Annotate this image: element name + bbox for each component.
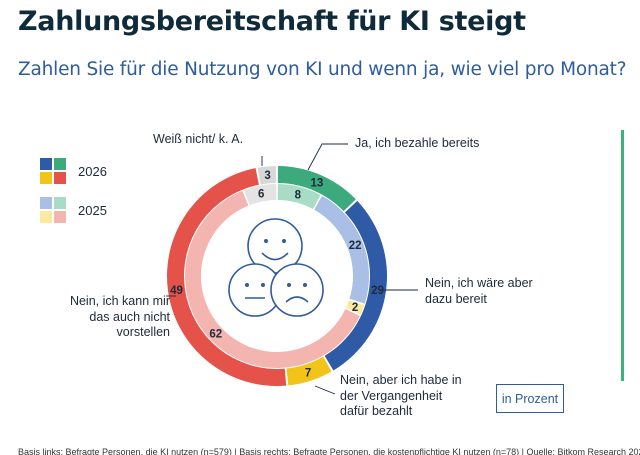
donut-segment-outer-4 bbox=[257, 166, 277, 185]
faces-icon bbox=[228, 218, 324, 317]
inner-ring-2025 bbox=[185, 184, 369, 368]
category-label-dont-know: Weiß nicht/ k. A. bbox=[153, 132, 244, 146]
leader-lines bbox=[166, 143, 418, 395]
value-label-inner-4: 6 bbox=[258, 188, 264, 200]
accent-bar bbox=[621, 130, 624, 381]
value-label-inner-1: 22 bbox=[349, 240, 362, 252]
unit-label: in Prozent bbox=[496, 384, 564, 413]
sad-face-icon bbox=[270, 263, 324, 317]
value-label-inner-0: 8 bbox=[295, 190, 302, 202]
legend-swatch-2025-icon bbox=[40, 197, 66, 223]
happy-face-icon bbox=[247, 218, 303, 274]
donut-segment-outer-0 bbox=[277, 166, 356, 212]
donut-segment-inner-2 bbox=[346, 300, 365, 315]
legend-item-2026: 2026 bbox=[40, 158, 107, 184]
page-title: Zahlungsbereitschaft für KI steigt bbox=[18, 6, 526, 37]
neutral-face-icon bbox=[228, 263, 282, 317]
donut-segment-inner-1 bbox=[314, 195, 369, 304]
value-label-inner-3: 62 bbox=[209, 329, 222, 341]
value-label-outer-1: 29 bbox=[371, 285, 384, 297]
leader-line-1 bbox=[307, 143, 348, 171]
page-subtitle: Zahlen Sie für die Nutzung von KI und we… bbox=[18, 59, 627, 80]
value-label-inner-2: 2 bbox=[352, 302, 358, 314]
category-label-would-pay: Nein, ich wäre aber dazu bereit bbox=[425, 276, 533, 306]
donut-segment-outer-1 bbox=[324, 200, 388, 371]
donut-segment-inner-4 bbox=[243, 184, 277, 206]
value-label-outer-3: 49 bbox=[170, 285, 183, 297]
legend-item-2025: 2025 bbox=[40, 197, 107, 223]
category-label-paid-before: Nein, aber ich habe in der Vergangenheit… bbox=[340, 373, 462, 418]
donut-segment-outer-2 bbox=[286, 356, 332, 386]
outer-ring-2026 bbox=[166, 166, 388, 387]
donut-segment-inner-0 bbox=[277, 184, 321, 210]
footnote: Basis links: Befragte Personen, die KI n… bbox=[18, 447, 640, 455]
legend-label-2026: 2026 bbox=[78, 163, 107, 179]
value-label-outer-2: 7 bbox=[305, 368, 311, 380]
value-label-outer-4: 3 bbox=[264, 170, 270, 182]
legend-swatch-2026-icon bbox=[40, 158, 66, 184]
value-label-outer-0: 13 bbox=[311, 178, 324, 190]
donut-segment-outer-3 bbox=[166, 168, 287, 387]
category-label-already-pay: Ja, ich bezahle bereits bbox=[355, 136, 480, 150]
leader-line-3 bbox=[314, 385, 336, 395]
category-label-cannot-imagine: Nein, ich kann mir das auch nicht vorste… bbox=[69, 294, 170, 339]
legend-label-2025: 2025 bbox=[78, 202, 107, 218]
